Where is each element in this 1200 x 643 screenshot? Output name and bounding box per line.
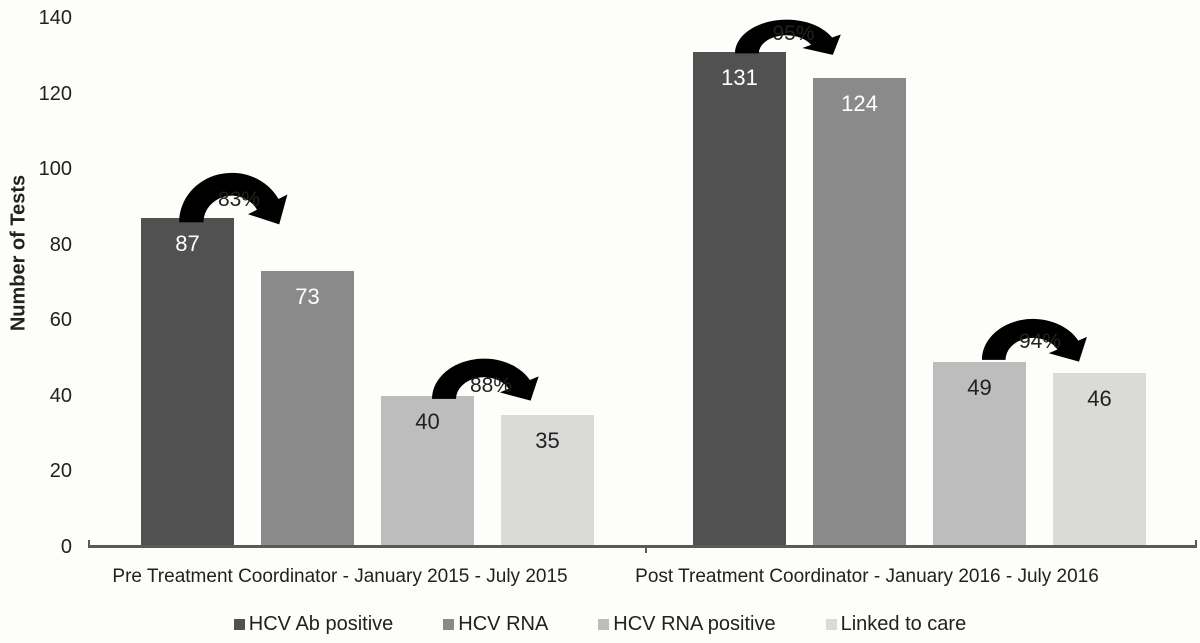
decrease-annotation-post-ab-to-rna: 95% <box>729 4 858 56</box>
legend-swatch-icon <box>598 619 610 630</box>
legend-label: HCV Ab positive <box>248 613 394 635</box>
bar-hcv-ab-positive: 87 <box>141 218 234 547</box>
percentage-label: 88% <box>469 374 513 397</box>
x-axis-tick-middle <box>645 545 647 553</box>
legend-item-hcv-rna: HCV RNA <box>443 613 548 636</box>
legend-label: Linked to care <box>840 613 967 635</box>
bar-value-label: 40 <box>415 409 440 434</box>
y-tick-label: 80 <box>49 233 72 256</box>
legend-label: HCV RNA positive <box>613 613 776 635</box>
y-tick-label: 60 <box>49 309 72 332</box>
bar-linked-to-care: 46 <box>1053 373 1146 547</box>
y-tick-label: 120 <box>38 82 72 105</box>
y-tick-label: 20 <box>49 460 72 483</box>
x-axis-line <box>88 545 1197 548</box>
decrease-annotation-pre-rnapos-to-linked: 88% <box>426 340 556 402</box>
category-label-pre: Pre Treatment Coordinator - January 2015… <box>112 566 568 587</box>
bar-value-label: 46 <box>1087 386 1112 411</box>
legend-label: HCV RNA <box>458 613 549 635</box>
y-tick-label: 100 <box>38 158 72 181</box>
category-label-post: Post Treatment Coordinator - January 201… <box>635 566 1099 587</box>
bar-value-label: 131 <box>721 65 758 90</box>
x-axis-tick-right <box>1195 540 1197 548</box>
legend-item-hcv-ab-positive: HCV Ab positive <box>233 613 394 636</box>
x-axis-tick-left <box>88 540 90 548</box>
legend: HCV Ab positive HCV RNA HCV RNA positive… <box>0 613 1200 636</box>
legend-swatch-icon <box>233 619 245 630</box>
bar-value-label: 73 <box>295 284 320 309</box>
legend-item-linked-to-care: Linked to care <box>825 613 967 636</box>
bar-value-label: 35 <box>535 428 560 453</box>
legend-swatch-icon <box>443 619 455 630</box>
bar-hcv-ab-positive: 131 <box>693 52 786 547</box>
bar-linked-to-care: 35 <box>501 415 594 547</box>
bar-hcv-rna-positive: 40 <box>381 396 474 547</box>
y-tick-label: 40 <box>49 384 72 407</box>
decrease-annotation-post-rnapos-to-linked: 94% <box>976 300 1104 363</box>
decrease-annotation-pre-ab-to-rna: 83% <box>173 150 305 226</box>
legend-swatch-icon <box>825 619 837 630</box>
bar-hcv-rna-positive: 49 <box>933 362 1026 547</box>
percentage-label: 83% <box>217 188 261 211</box>
bar-hcv-rna: 124 <box>813 78 906 547</box>
y-tick-label: 0 <box>60 536 72 558</box>
y-tick-label: 140 <box>38 7 72 29</box>
percentage-label: 95% <box>772 22 815 45</box>
bar-value-label: 49 <box>967 375 992 400</box>
bar-hcv-rna: 73 <box>261 271 354 547</box>
legend-item-hcv-rna-positive: HCV RNA positive <box>598 613 776 636</box>
bar-value-label: 87 <box>175 231 200 256</box>
bar-value-label: 124 <box>841 91 878 116</box>
percentage-label: 94% <box>1018 330 1062 353</box>
